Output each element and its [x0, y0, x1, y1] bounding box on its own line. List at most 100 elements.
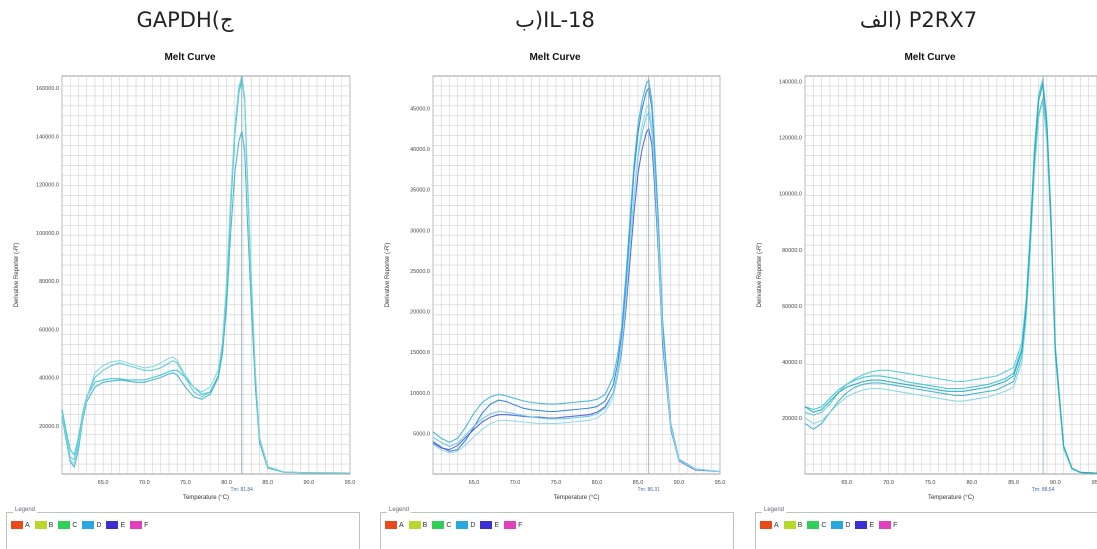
x-tick-label: 90.0: [303, 480, 314, 486]
y-tick-label: 20000.0: [782, 416, 802, 422]
legend-swatch: [760, 521, 772, 529]
y-tick-label: 80000.0: [39, 279, 59, 285]
legend-item: B: [408, 521, 428, 529]
tm-label: Tm: 86.31: [637, 487, 660, 493]
series-line: [61, 131, 351, 474]
x-axis-label: Temperature (°C): [183, 495, 229, 501]
legend-items: A B C D E F: [760, 521, 897, 529]
y-tick-label: 5000.0: [413, 431, 430, 437]
legend-swatch: [34, 521, 47, 529]
tm-label: Tm: 81.84: [230, 487, 253, 493]
legend-label: D: [845, 521, 851, 529]
x-tick-label: 95.0: [1092, 480, 1097, 486]
legend-swatch: [480, 521, 493, 529]
y-tick-label: 120000.0: [36, 183, 59, 189]
legend-swatch: [879, 521, 892, 529]
legend-swatch: [855, 521, 868, 529]
legend-label: F: [518, 521, 523, 529]
y-tick-label: 40000.0: [782, 360, 802, 366]
series-line: [432, 78, 721, 473]
legend-item: C: [432, 521, 451, 529]
legend-swatch: [82, 521, 95, 529]
x-tick-label: 80.0: [221, 480, 232, 486]
y-tick-label: 40000.0: [410, 147, 430, 153]
legend-items: A B C D E F: [385, 521, 522, 529]
legend-item: B: [783, 521, 803, 529]
grid: [61, 76, 351, 474]
y-tick-label: 80000.0: [782, 248, 802, 254]
legend-item: C: [807, 521, 826, 529]
legend-swatch: [783, 521, 796, 529]
legend-item: F: [504, 521, 522, 529]
melt-curve-chart: 20000.0 40000.0 60000.0 80000.0 100000.0 1200…: [757, 75, 1097, 501]
y-tick-label: 160000.0: [36, 86, 59, 92]
legend-label: B: [422, 521, 428, 529]
y-tick-label: 10000.0: [410, 391, 430, 397]
grid: [432, 76, 721, 474]
legend-swatch: [807, 521, 820, 529]
legend-item: D: [831, 521, 850, 529]
legend-label: E: [869, 521, 875, 529]
tm-label: Tm: 88.54: [1032, 487, 1055, 493]
y-tick-label: 30000.0: [410, 228, 430, 234]
legend-box: Legend A B C D E F: [755, 507, 1097, 549]
legend-label: C: [72, 521, 78, 529]
legend-swatch: [831, 521, 844, 529]
x-tick-label: 95.0: [715, 480, 726, 486]
legend-swatch: [385, 521, 397, 529]
x-tick-label: 65.0: [98, 480, 109, 486]
legend-label: D: [470, 521, 476, 529]
y-tick-label: 100000.0: [36, 231, 59, 237]
legend-item: D: [456, 521, 475, 529]
legend-swatch: [11, 521, 23, 529]
x-axis-label: Temperature (°C): [553, 495, 599, 501]
legend-item: B: [34, 521, 54, 529]
legend-item: E: [106, 521, 125, 529]
x-tick-label: 90.0: [674, 480, 685, 486]
x-tick-label: 65.0: [841, 480, 852, 486]
legend-label: E: [120, 521, 126, 529]
legend-label: D: [96, 521, 102, 529]
series-line: [804, 101, 1097, 474]
x-tick-label: 70.0: [510, 480, 521, 486]
x-tick-label: 75.0: [551, 480, 562, 486]
x-tick-label: 70.0: [139, 480, 150, 486]
y-tick-label: 25000.0: [410, 269, 430, 275]
x-tick-label: 80.0: [592, 480, 603, 486]
y-tick-label: 20000.0: [410, 310, 430, 316]
legend-swatch: [106, 521, 119, 529]
x-axis-label: Temperature (°C): [928, 495, 974, 501]
y-axis-label: Derivative Reporter (-R'): [385, 243, 391, 308]
y-axis-label: Derivative Reporter (-R'): [757, 243, 763, 308]
legend-item: A: [385, 521, 404, 529]
legend-swatch: [432, 521, 445, 529]
chart-panel-p2rx7: الف) P2RX7 Melt Curve 20000.0 40000.0 6000…: [740, 0, 1097, 549]
y-tick-label: 15000.0: [410, 350, 430, 356]
legend-swatch: [58, 521, 71, 529]
y-axis-label: Derivative Reporter (-R'): [14, 243, 20, 308]
chart-panel-il18: ب)IL-18 Melt Curve 5000.0 10000.0 15000.0 2…: [370, 0, 740, 549]
legend-item: E: [480, 521, 499, 529]
legend-label: B: [797, 521, 803, 529]
series-line: [61, 76, 351, 474]
legend-label: B: [48, 521, 54, 529]
x-tick-label: 65.0: [469, 480, 480, 486]
legend-box: Legend A B C D E F: [6, 507, 360, 549]
x-tick-label: 95.0: [345, 480, 356, 486]
grid: [804, 76, 1097, 474]
y-tick-label: 120000.0: [779, 136, 802, 142]
x-tick-label: 80.0: [966, 480, 977, 486]
y-tick-label: 40000.0: [39, 376, 59, 382]
legend-label: F: [144, 521, 149, 529]
legend-items: A B C D E F: [11, 521, 148, 529]
legend-box: Legend A B C D E F: [380, 507, 734, 549]
y-tick-label: 20000.0: [39, 424, 59, 430]
melt-curve-chart: 20000.0 40000.0 60000.0 80000.0 100000.0 1200…: [14, 75, 356, 501]
x-tick-label: 85.0: [262, 480, 273, 486]
legend-label: A: [399, 521, 404, 529]
legend-item: D: [82, 521, 101, 529]
y-tick-label: 140000.0: [779, 80, 802, 86]
legend-item: F: [130, 521, 148, 529]
panel-title: ب)IL-18: [515, 8, 595, 32]
legend-swatch: [130, 521, 143, 529]
